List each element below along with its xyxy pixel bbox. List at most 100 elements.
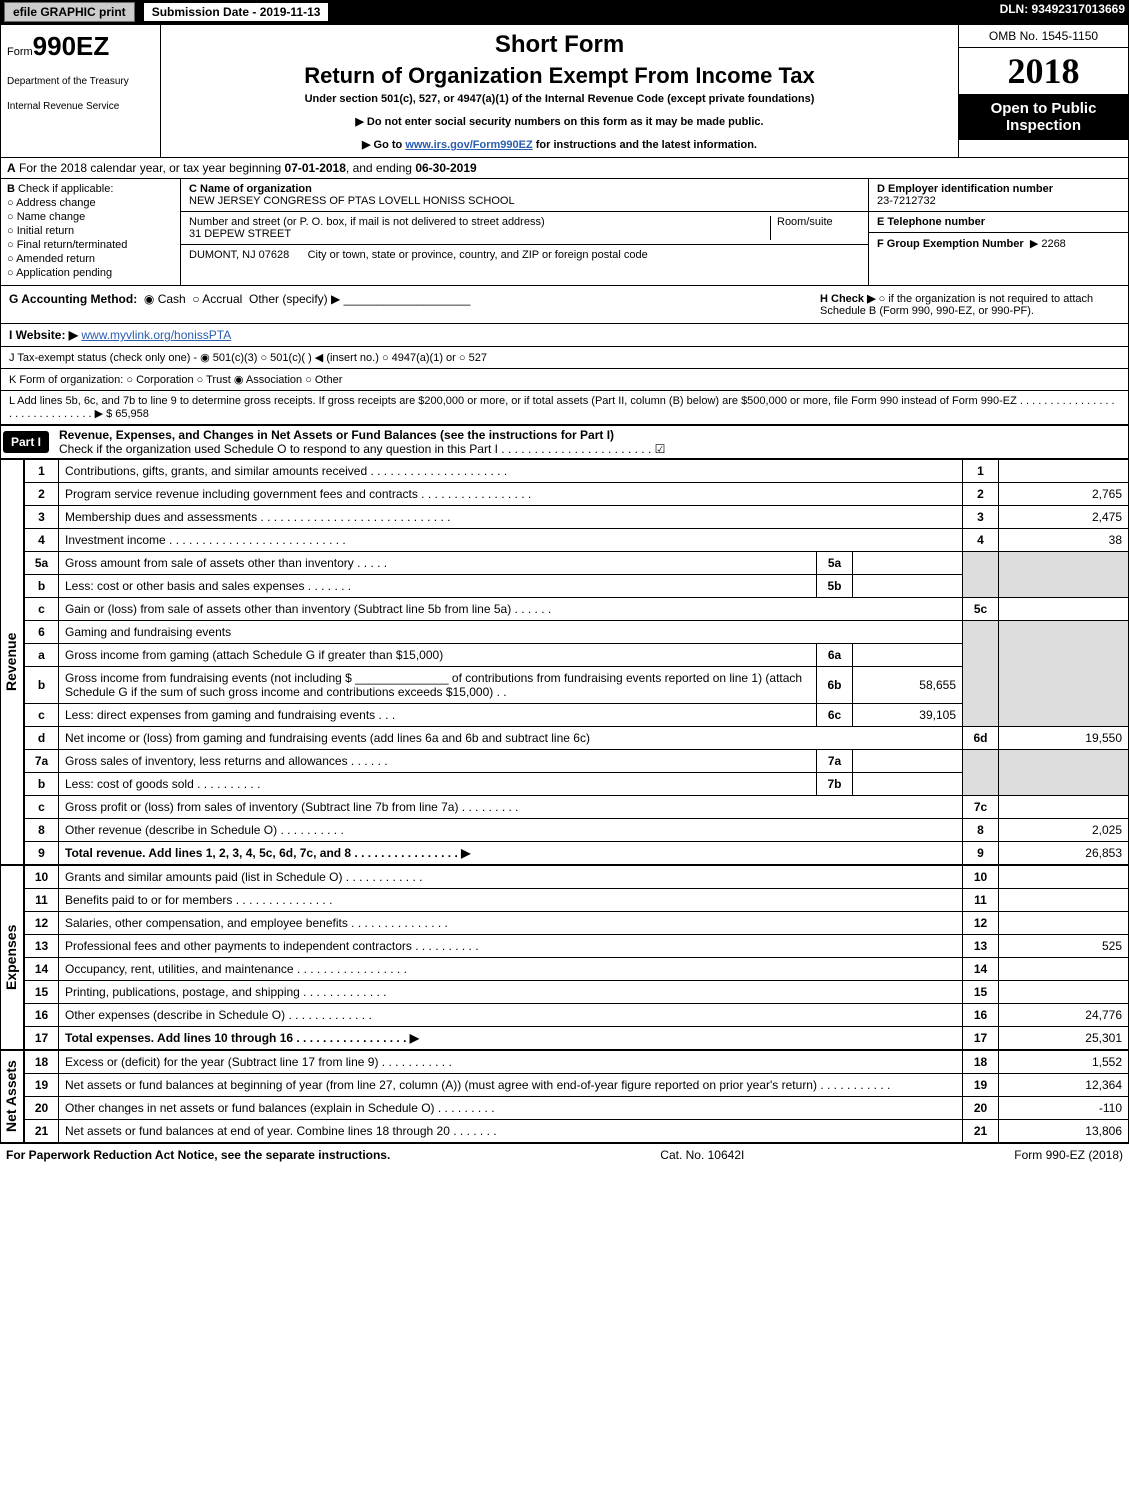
l3-ln: 3 [963,506,999,529]
topbar: efile GRAPHIC print Submission Date - 20… [0,0,1129,24]
netassets-side-label: Net Assets [0,1050,24,1143]
org-name-label: C Name of organization [189,183,860,195]
short-form-title: Short Form [169,31,950,59]
room-label: Room/suite [777,216,860,228]
net-assets-section: Net Assets 18Excess or (deficit) for the… [0,1050,1129,1143]
revenue-section: Revenue 1Contributions, gifts, grants, a… [0,459,1129,865]
section-b-label: B [7,183,15,195]
note-goto: ▶ Go to www.irs.gov/Form990EZ for instru… [169,138,950,151]
l6d-ln: 6d [963,727,999,750]
subtitle: Under section 501(c), 527, or 4947(a)(1)… [169,93,950,105]
l14-num: 14 [25,958,59,981]
irs-link[interactable]: www.irs.gov/Form990EZ [405,139,532,151]
l5c-num: c [25,598,59,621]
l9-desc: Total revenue. Add lines 1, 2, 3, 4, 5c,… [59,842,963,865]
page-footer: For Paperwork Reduction Act Notice, see … [0,1143,1129,1166]
l12-num: 12 [25,912,59,935]
g-other[interactable]: Other (specify) ▶ [249,292,340,306]
l19-ln: 19 [963,1074,999,1097]
l12-ln: 12 [963,912,999,935]
chk-initial-return[interactable]: ○ Initial return [7,225,174,237]
line-6: 6Gaming and fundraising events [25,621,1129,644]
l7b-num: b [25,773,59,796]
l21-desc: Net assets or fund balances at end of ye… [59,1120,963,1143]
l11-ln: 11 [963,889,999,912]
l6b-desc: Gross income from fundraising events (no… [59,667,817,704]
chk-name-change[interactable]: ○ Name change [7,211,174,223]
chk-final-return[interactable]: ○ Final return/terminated [7,239,174,251]
chk-address-change[interactable]: ○ Address change [7,197,174,209]
l4-num: 4 [25,529,59,552]
chk-name-change-label: Name change [17,211,86,223]
ein: 23-7212732 [877,195,1120,207]
l12-desc: Salaries, other compensation, and employ… [59,912,963,935]
city: DUMONT, NJ 07628 [189,249,289,261]
l7a-num: 7a [25,750,59,773]
l15-amt [999,981,1129,1004]
chk-application-pending[interactable]: ○ Application pending [7,267,174,279]
chk-address-change-label: Address change [16,197,96,209]
line-18: 18Excess or (deficit) for the year (Subt… [25,1051,1129,1074]
l2-num: 2 [25,483,59,506]
line-16: 16Other expenses (describe in Schedule O… [25,1004,1129,1027]
l17-ln: 17 [963,1027,999,1050]
l20-num: 20 [25,1097,59,1120]
l11-amt [999,889,1129,912]
g-cash[interactable]: Cash [158,292,186,306]
l7ab-shade-amt [999,750,1129,796]
l18-num: 18 [25,1051,59,1074]
efile-print-button[interactable]: efile GRAPHIC print [4,2,135,22]
header-right: OMB No. 1545-1150 2018 Open to Public In… [958,25,1128,157]
i-label: I Website: ▶ [9,328,78,342]
note-ssn: ▶ Do not enter social security numbers o… [169,115,950,128]
form-ref: Form 990-EZ (2018) [1014,1148,1123,1162]
l19-desc: Net assets or fund balances at beginning… [59,1074,963,1097]
l7b-desc: Less: cost of goods sold . . . . . . . .… [59,773,817,796]
check-if-applicable: Check if applicable: [18,183,113,195]
l6-desc: Gaming and fundraising events [59,621,963,644]
l11-desc: Benefits paid to or for members . . . . … [59,889,963,912]
section-gh: G Accounting Method: ◉ Cash ○ Accrual Ot… [1,285,1128,323]
chk-final-return-label: Final return/terminated [17,239,128,251]
addr: 31 DEPEW STREET [189,228,770,240]
l16-amt: 24,776 [999,1004,1129,1027]
line-11: 11Benefits paid to or for members . . . … [25,889,1129,912]
line-4: 4Investment income . . . . . . . . . . .… [25,529,1129,552]
l17-amt: 25,301 [999,1027,1129,1050]
period-mid: , and ending [346,161,415,175]
l5b-desc: Less: cost or other basis and sales expe… [59,575,817,598]
l16-desc: Other expenses (describe in Schedule O) … [59,1004,963,1027]
l16-ln: 16 [963,1004,999,1027]
line-7c: cGross profit or (loss) from sales of in… [25,796,1129,819]
l14-amt [999,958,1129,981]
l6b-subval: 58,655 [853,667,963,704]
l8-amt: 2,025 [999,819,1129,842]
g-accrual[interactable]: Accrual [202,292,242,306]
part-i-header: Part I Revenue, Expenses, and Changes in… [0,425,1129,459]
chk-initial-return-label: Initial return [17,225,74,237]
l8-ln: 8 [963,819,999,842]
l4-ln: 4 [963,529,999,552]
l2-desc: Program service revenue including govern… [59,483,963,506]
form-header: Form990EZ Department of the Treasury Int… [0,24,1129,158]
line-21: 21Net assets or fund balances at end of … [25,1120,1129,1143]
l7a-subval [853,750,963,773]
part-i-title: Revenue, Expenses, and Changes in Net As… [59,428,665,442]
expenses-section: Expenses 10Grants and similar amounts pa… [0,865,1129,1050]
l3-desc: Membership dues and assessments . . . . … [59,506,963,529]
l21-num: 21 [25,1120,59,1143]
period-end: 06-30-2019 [415,161,476,175]
website-link[interactable]: www.myvlink.org/honissPTA [81,328,231,342]
section-j: J Tax-exempt status (check only one) - ◉… [1,346,1128,368]
line-9: 9Total revenue. Add lines 1, 2, 3, 4, 5c… [25,842,1129,865]
chk-amended-return-label: Amended return [16,253,95,265]
revenue-side-label: Revenue [0,459,24,865]
l7ab-shade-ln [963,750,999,796]
l8-num: 8 [25,819,59,842]
omb-number: OMB No. 1545-1150 [959,25,1128,48]
section-b: B Check if applicable: ○ Address change … [1,179,181,285]
l6-num: 6 [25,621,59,644]
l5b-num: b [25,575,59,598]
l9-amt: 26,853 [999,842,1129,865]
chk-amended-return[interactable]: ○ Amended return [7,253,174,265]
